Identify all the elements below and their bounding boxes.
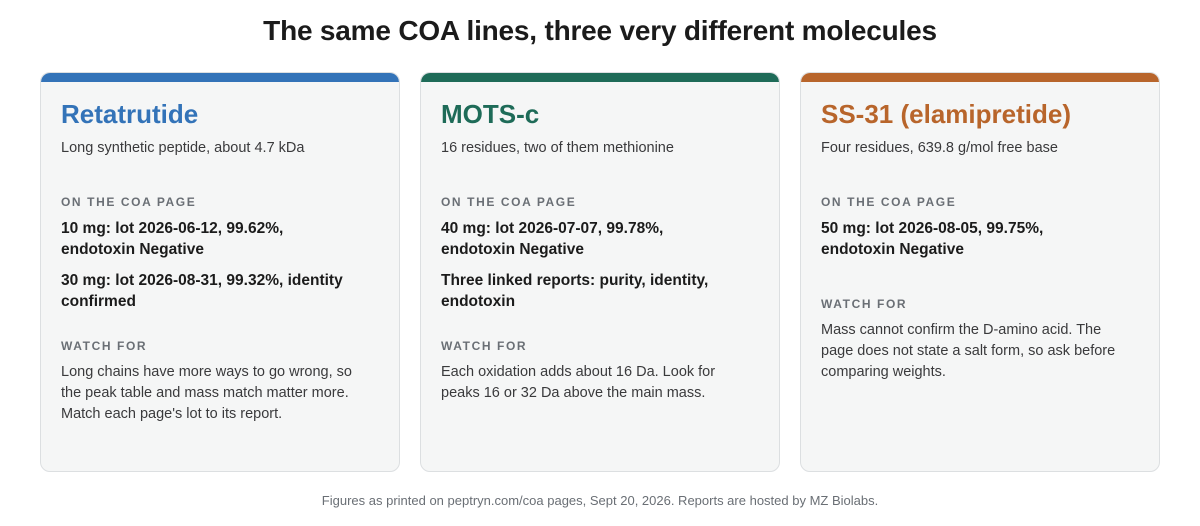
coa-list: 10 mg: lot 2026-06-12, 99.62%, endotoxin… — [61, 218, 361, 312]
card-ss-31: SS-31 (elamipretide) Four residues, 639.… — [800, 72, 1160, 472]
coa-section-label: ON THE COA PAGE — [821, 195, 957, 209]
footer-note: Figures as printed on peptryn.com/coa pa… — [321, 493, 879, 508]
page-title: The same COA lines, three very different… — [263, 15, 937, 46]
card-title: Retatrutide — [61, 99, 199, 129]
watch-text: Mass cannot confirm the D-amino acid. Th… — [821, 322, 1116, 380]
watch-section-label: WATCH FOR — [61, 339, 148, 353]
coa-section-label: ON THE COA PAGE — [441, 195, 577, 209]
coa-line: 10 mg: lot 2026-06-12, 99.62%, endotoxin… — [61, 220, 284, 258]
card-subtitle: Long synthetic peptide, about 4.7 kDa — [61, 140, 305, 156]
card-mots-c: MOTS-c 16 residues, two of them methioni… — [420, 72, 780, 472]
card-retatrutide: Retatrutide Long synthetic peptide, abou… — [40, 72, 400, 472]
coa-line: Three linked reports: purity, identity, … — [441, 272, 709, 310]
card-body: MOTS-c 16 residues, two of them methioni… — [441, 98, 741, 404]
card-title: MOTS-c — [441, 99, 540, 129]
coa-line: 40 mg: lot 2026-07-07, 99.78%, endotoxin… — [441, 220, 664, 258]
card-accent-bar — [801, 73, 1159, 82]
coa-list: 50 mg: lot 2026-08-05, 99.75%, endotoxin… — [821, 218, 1121, 260]
coa-line: 30 mg: lot 2026-08-31, 99.32%, identity … — [61, 272, 343, 310]
coa-line: 50 mg: lot 2026-08-05, 99.75%, endotoxin… — [821, 220, 1044, 258]
watch-section-label: WATCH FOR — [441, 339, 528, 353]
card-title: SS-31 (elamipretide) — [821, 99, 1071, 129]
coa-section-label: ON THE COA PAGE — [61, 195, 197, 209]
card-subtitle: 16 residues, two of them methionine — [441, 140, 674, 156]
watch-text: Each oxidation adds about 16 Da. Look fo… — [441, 364, 716, 401]
card-body: SS-31 (elamipretide) Four residues, 639.… — [821, 98, 1121, 383]
watch-text: Long chains have more ways to go wrong, … — [61, 364, 352, 422]
coa-list: 40 mg: lot 2026-07-07, 99.78%, endotoxin… — [441, 218, 741, 312]
card-subtitle: Four residues, 639.8 g/mol free base — [821, 140, 1058, 156]
card-accent-bar — [421, 73, 779, 82]
card-accent-bar — [41, 73, 399, 82]
card-body: Retatrutide Long synthetic peptide, abou… — [61, 98, 361, 425]
watch-section-label: WATCH FOR — [821, 297, 908, 311]
